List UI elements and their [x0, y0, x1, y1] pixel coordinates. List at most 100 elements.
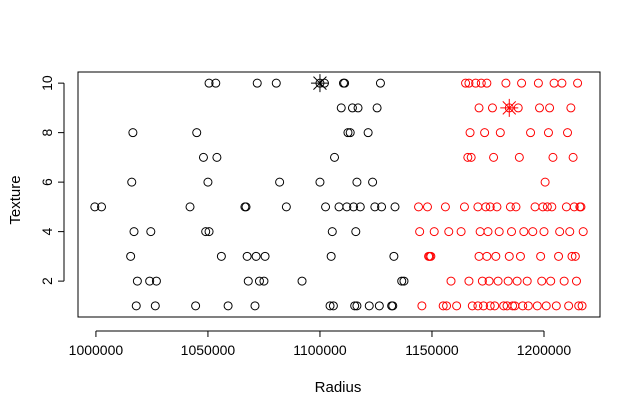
data-point-series-2 [512, 276, 522, 286]
data-point-series-1 [192, 128, 202, 138]
highlight-stroke [313, 76, 327, 90]
y-tick-label: 10 [39, 75, 55, 91]
data-point-series-2 [554, 251, 564, 261]
data-point-series-2 [438, 301, 448, 311]
data-point-series-2 [422, 202, 432, 212]
data-point-series-1 [325, 301, 335, 311]
data-point-series-2 [474, 251, 484, 261]
data-point-series-1 [145, 276, 155, 286]
points-layer [90, 78, 588, 311]
data-point-series-1 [342, 202, 352, 212]
data-point-series-2 [557, 78, 567, 88]
y-axis-title: Texture [7, 175, 24, 224]
data-point-series-1 [201, 227, 211, 237]
x-tick-label: 1150000 [405, 342, 459, 358]
data-point-series-2 [471, 78, 481, 88]
data-point-series-2 [492, 202, 502, 212]
data-point-series-2 [415, 227, 425, 237]
data-point-series-2 [511, 202, 521, 212]
data-point-series-2 [570, 251, 580, 261]
data-point-series-1 [353, 103, 363, 113]
data-point-series-2 [547, 202, 557, 212]
data-point-series-2 [504, 251, 514, 261]
data-point-series-2 [567, 251, 577, 261]
data-point-series-1 [128, 128, 138, 138]
data-point-series-2 [505, 202, 515, 212]
data-point-series-1 [326, 251, 336, 261]
data-point-series-1 [146, 227, 156, 237]
data-point-series-1 [370, 202, 380, 212]
data-point-series-2 [501, 78, 511, 88]
data-point-series-1 [126, 251, 136, 261]
data-point-series-2 [507, 227, 517, 237]
data-point-series-2 [426, 251, 436, 261]
data-point-series-2 [551, 301, 561, 311]
data-point-series-2 [536, 251, 546, 261]
data-point-series-2 [564, 301, 574, 311]
plot-frame [77, 71, 601, 318]
data-point-series-1 [351, 227, 361, 237]
data-point-series-2 [466, 152, 476, 162]
data-point-series-1 [397, 276, 407, 286]
data-point-series-2 [566, 103, 576, 113]
data-point-series-2 [484, 276, 494, 286]
data-point-series-2 [452, 301, 462, 311]
highlight-marker-1 [310, 74, 329, 93]
data-point-series-2 [541, 301, 551, 311]
data-point-series-1 [216, 251, 226, 261]
data-point-series-1 [349, 202, 359, 212]
data-point-series-2 [574, 301, 584, 311]
data-point-series-1 [334, 202, 344, 212]
data-point-series-2 [485, 301, 495, 311]
data-point-series-2 [461, 78, 471, 88]
data-point-series-1 [377, 202, 387, 212]
data-point-series-2 [440, 202, 450, 212]
data-point-series-2 [528, 227, 538, 237]
highlight-marker-2 [500, 98, 519, 117]
data-point-series-1 [275, 177, 285, 187]
data-point-series-1 [251, 251, 261, 261]
data-point-series-1 [242, 251, 252, 261]
data-point-series-2 [495, 128, 505, 138]
data-point-series-2 [446, 276, 456, 286]
data-point-series-2 [546, 276, 556, 286]
data-point-series-2 [483, 227, 493, 237]
data-point-series-2 [429, 227, 439, 237]
data-point-series-1 [223, 301, 233, 311]
data-point-series-1 [328, 301, 338, 311]
data-point-series-1 [259, 276, 269, 286]
highlight-ring [315, 78, 325, 88]
data-point-series-1 [212, 152, 222, 162]
data-point-series-1 [271, 78, 281, 88]
data-point-series-1 [132, 276, 142, 286]
data-point-series-2 [482, 78, 492, 88]
data-point-series-2 [465, 128, 475, 138]
data-point-series-1 [350, 301, 360, 311]
data-point-series-2 [442, 301, 452, 311]
data-point-series-2 [464, 276, 474, 286]
data-point-series-1 [327, 227, 337, 237]
data-point-series-2 [477, 276, 487, 286]
x-tick-label: 1000000 [69, 342, 124, 358]
data-point-series-2 [530, 202, 540, 212]
data-point-series-2 [559, 276, 569, 286]
data-point-series-2 [479, 301, 489, 311]
data-point-series-1 [352, 301, 362, 311]
data-point-series-2 [548, 152, 558, 162]
data-point-series-2 [473, 301, 483, 311]
y-tick-label: 2 [39, 277, 55, 285]
data-point-series-1 [204, 227, 214, 237]
data-point-series-1 [388, 301, 398, 311]
data-point-series-2 [499, 301, 509, 311]
data-point-series-2 [485, 202, 495, 212]
data-point-series-2 [545, 103, 555, 113]
highlight-layer [310, 74, 519, 117]
data-point-series-1 [297, 276, 307, 286]
data-point-series-2 [519, 227, 529, 237]
data-point-series-2 [489, 152, 499, 162]
data-point-series-2 [515, 251, 525, 261]
data-point-series-2 [417, 301, 427, 311]
data-point-series-1 [389, 251, 399, 261]
data-point-series-1 [90, 202, 100, 212]
data-point-series-1 [375, 78, 385, 88]
